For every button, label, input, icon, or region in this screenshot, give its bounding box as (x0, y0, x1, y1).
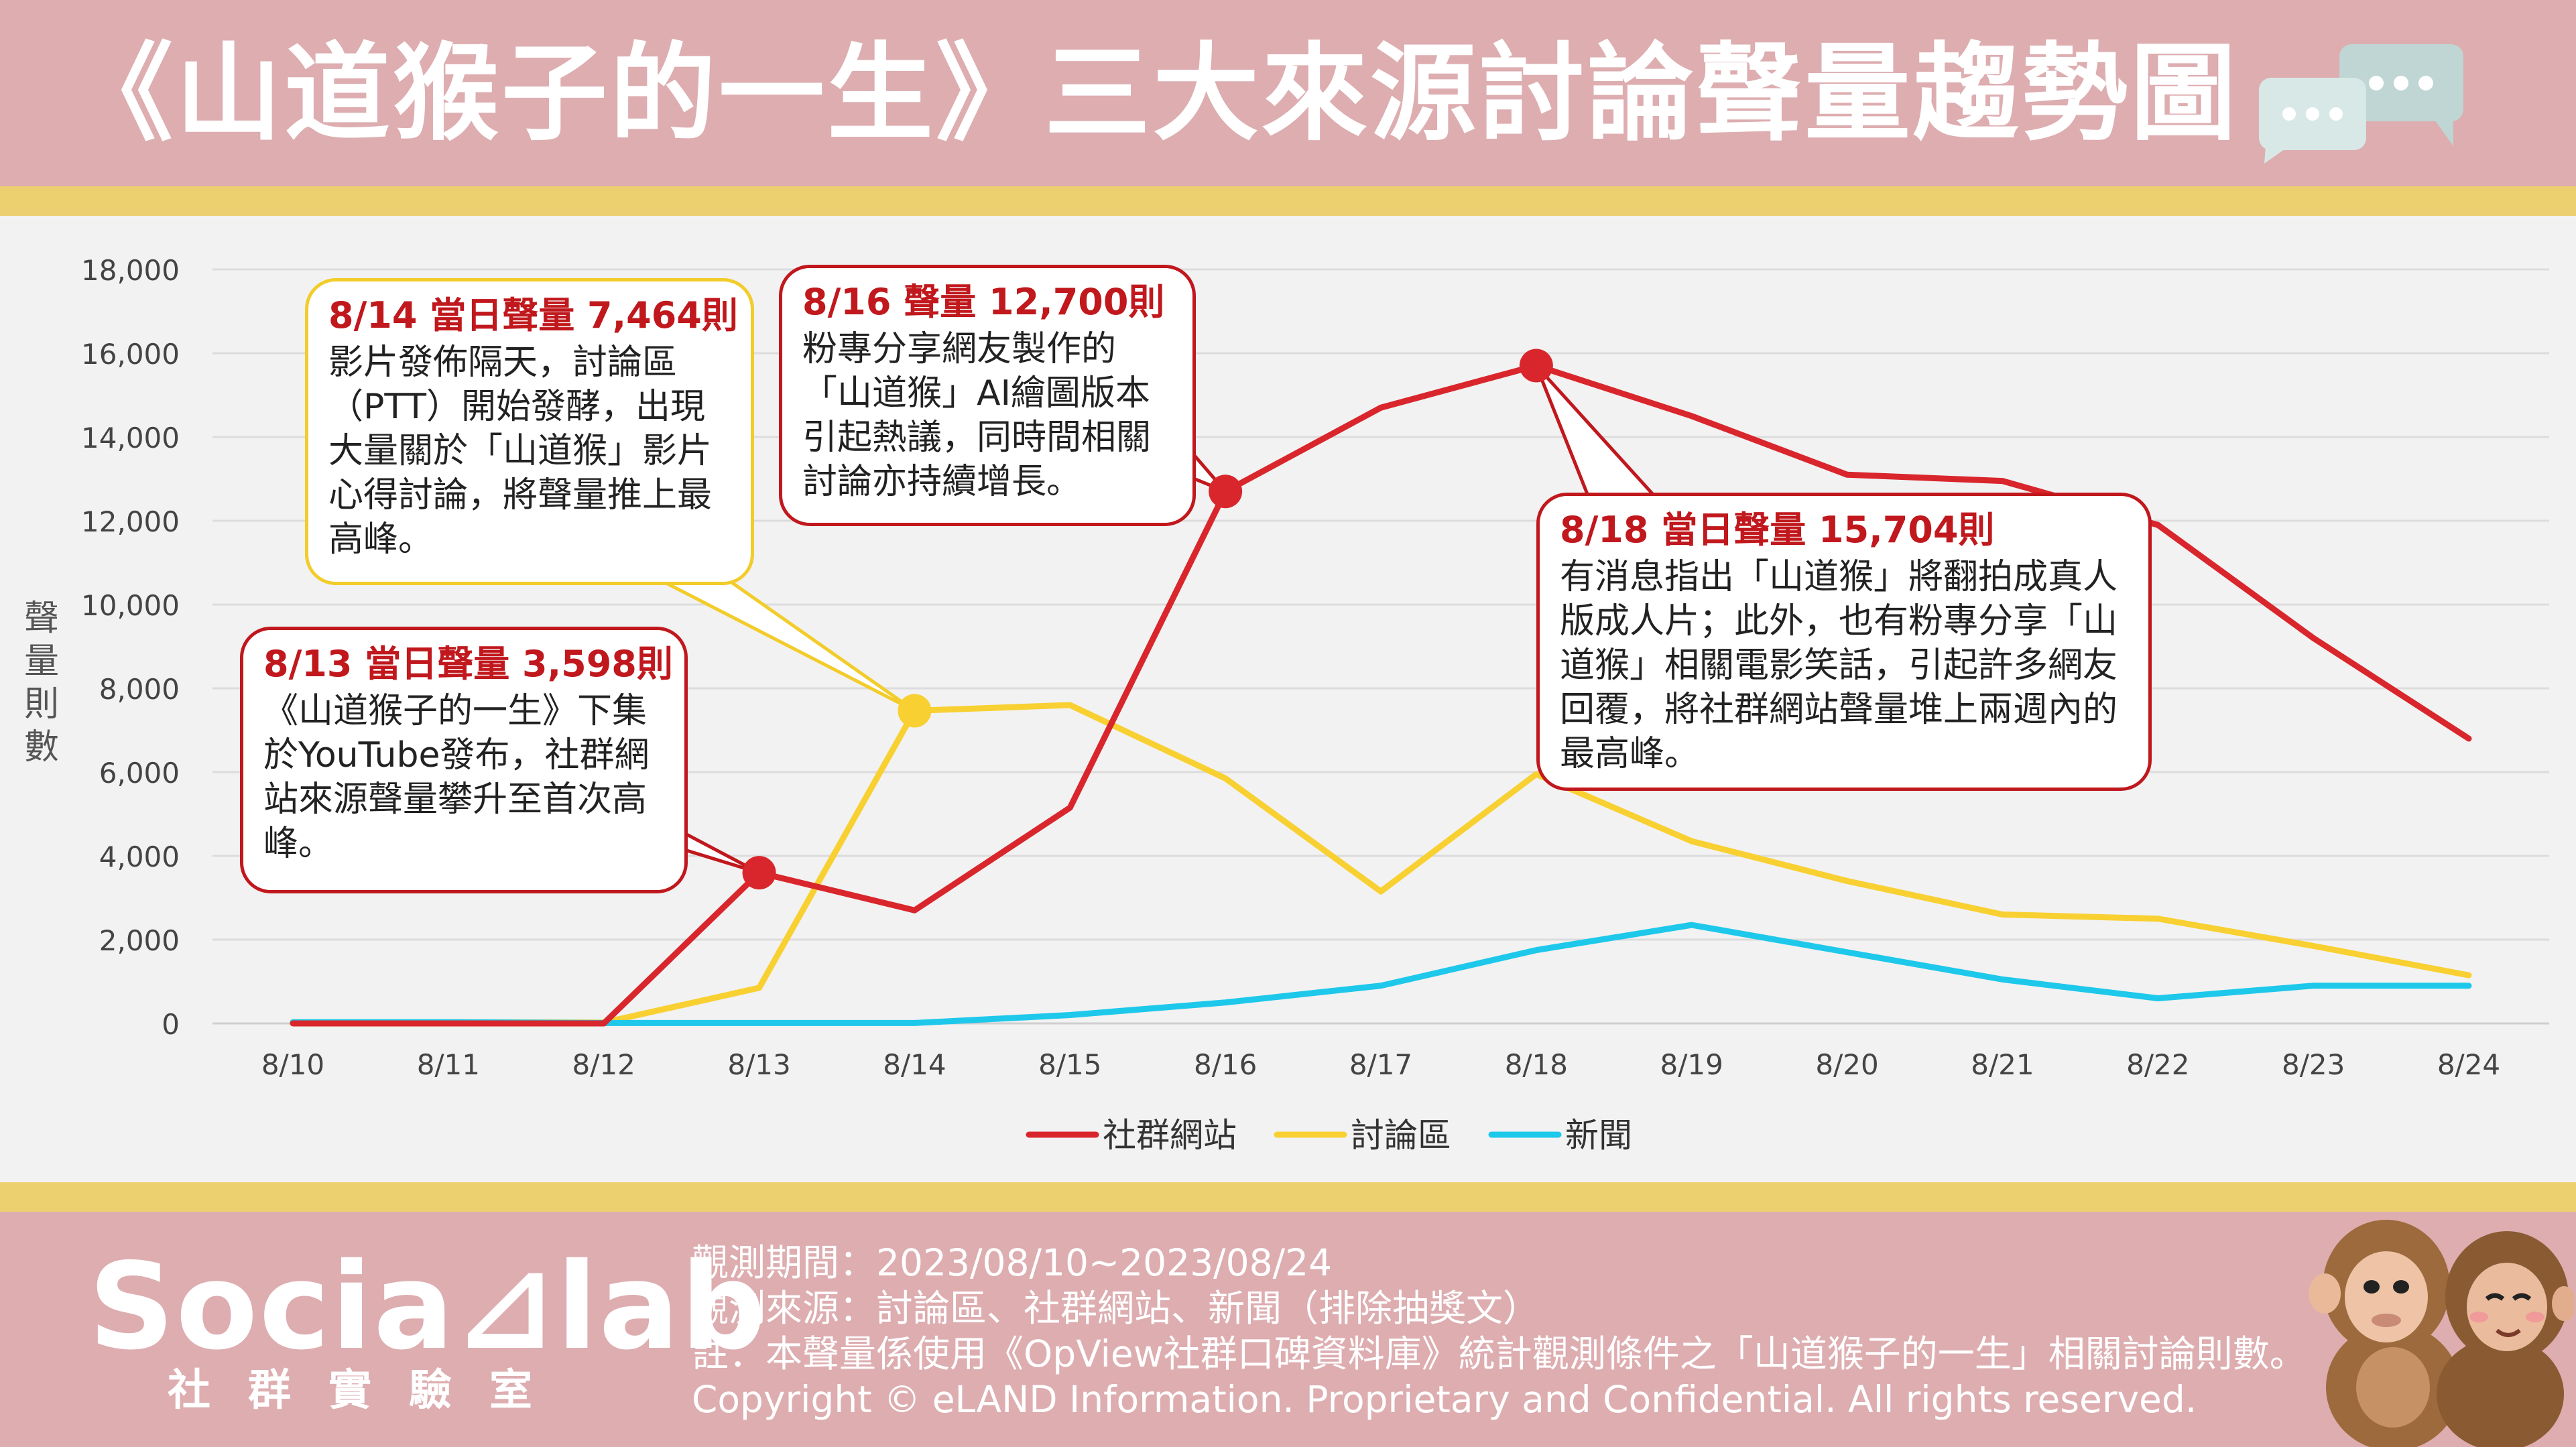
observation-sources: 觀測來源：討論區、社群網站、新聞（排除抽獎文） (692, 1287, 1540, 1330)
callout-title: 8/18 當日聲量 15,704則 (1560, 509, 1995, 551)
callout-title: 8/13 當日聲量 3,598則 (263, 643, 673, 685)
y-tick-label: 16,000 (81, 338, 180, 371)
line-chart: 0 2,000 4,000 6,000 8,000 10,000 12,000 14,000 1… (24, 254, 2549, 1155)
x-tick-label: 8/18 (1505, 1048, 1568, 1081)
y-tick-label: 18,000 (81, 254, 180, 287)
callout-8-18: 8/18 當日聲量 15,704則 有消息指出「山道猴」將翻拍成真人版成人片；此… (1536, 493, 2152, 791)
observation-period: 觀測期間：2023/08/10~2023/08/24 (692, 1241, 1333, 1284)
x-tick-label: 8/24 (2437, 1048, 2500, 1081)
legend-label: 社群網站 (1103, 1116, 1237, 1155)
x-tick-label: 8/16 (1194, 1048, 1257, 1081)
y-tick-label: 8,000 (99, 673, 180, 706)
highlight-point (1209, 475, 1243, 509)
header-bar (0, 0, 2576, 186)
x-tick-label: 8/21 (1971, 1048, 2034, 1081)
callout-body: 有消息指出「山道猴」將翻拍成真人版成人片；此外，也有粉專分享「山道猴」相關電影笑… (1560, 557, 2118, 774)
highlight-point (1519, 349, 1553, 383)
highlight-point (742, 856, 776, 890)
x-tick-label: 8/19 (1660, 1048, 1723, 1081)
y-tick-label: 0 (162, 1008, 180, 1041)
footer-bar (0, 1212, 2576, 1447)
callout-title: 8/16 聲量 12,700則 (802, 281, 1165, 323)
x-tick-label: 8/11 (417, 1048, 480, 1081)
y-axis-label: 聲量則數 (24, 599, 59, 767)
x-tick-label: 8/14 (883, 1048, 946, 1081)
sociallab-logo-subtitle: 社群實驗室 (168, 1366, 570, 1415)
y-tick-label: 12,000 (81, 505, 180, 538)
copyright: Copyright © eLAND Information. Proprieta… (692, 1378, 2197, 1421)
callout-8-13: 8/13 當日聲量 3,598則 《山道猴子的一生》下集於YouTube發布，社… (240, 627, 688, 893)
monkey-right-icon (2437, 1231, 2574, 1447)
x-tick-label: 8/12 (572, 1048, 635, 1081)
x-tick-label: 8/20 (1815, 1048, 1878, 1081)
callout-title: 8/14 當日聲量 7,464則 (328, 294, 738, 336)
highlight-point (898, 694, 932, 728)
y-tick-label: 4,000 (99, 840, 180, 873)
callout-body: 《山道猴子的一生》下集於YouTube發布，社群網站來源聲量攀升至首次高峰。 (263, 691, 650, 864)
page-title: 《山道猴子的一生》三大來源討論聲量趨勢圖 (67, 32, 2239, 155)
legend-label: 討論區 (1351, 1116, 1451, 1155)
speech-bubbles-icon (2259, 44, 2463, 164)
callout-body: 影片發佈隔天，討論區（PTT）開始發酵，出現大量關於「山道猴」影片心得討論，將聲… (328, 342, 713, 560)
y-tick-label: 2,000 (99, 924, 180, 957)
callout-8-14: 8/14 當日聲量 7,464則 影片發佈隔天，討論區（PTT）開始發酵，出現大… (305, 278, 754, 585)
callout-8-16: 8/16 聲量 12,700則 粉專分享網友製作的「山道猴」AI繪圖版本引起熱議… (779, 265, 1196, 526)
y-tick-label: 14,000 (81, 422, 180, 454)
bottom-band (0, 1182, 2576, 1212)
x-tick-label: 8/10 (261, 1048, 324, 1081)
x-tick-label: 8/15 (1038, 1048, 1101, 1081)
x-tick-label: 8/17 (1349, 1048, 1412, 1081)
callout-body: 粉專分享網友製作的「山道猴」AI繪圖版本引起熱議，同時間相關討論亦持續增長。 (802, 329, 1152, 502)
x-tick-label: 8/23 (2282, 1048, 2345, 1081)
series-line-1 (290, 702, 2472, 1026)
chart-legend: 社群網站 討論區 新聞 (1026, 1116, 1632, 1155)
sociallab-logo: Socia⊿lab (88, 1237, 768, 1376)
legend-label: 新聞 (1565, 1116, 1632, 1155)
callout-pointer (662, 580, 916, 712)
back-bubble-icon (2339, 44, 2463, 146)
footnote: 註：本聲量係使用《OpView社群口碑資料庫》統計觀測條件之「山道猴子的一生」相… (692, 1332, 2307, 1375)
y-tick-label: 10,000 (81, 589, 180, 622)
front-bubble-icon (2259, 78, 2366, 164)
x-tick-label: 8/13 (727, 1048, 790, 1081)
y-tick-label: 6,000 (99, 757, 180, 790)
series-line-2 (290, 922, 2472, 1026)
monkey-left-icon (2309, 1220, 2460, 1447)
monkeys-illustration (2309, 1220, 2574, 1447)
top-band (0, 186, 2576, 216)
x-tick-label: 8/22 (2126, 1048, 2189, 1081)
